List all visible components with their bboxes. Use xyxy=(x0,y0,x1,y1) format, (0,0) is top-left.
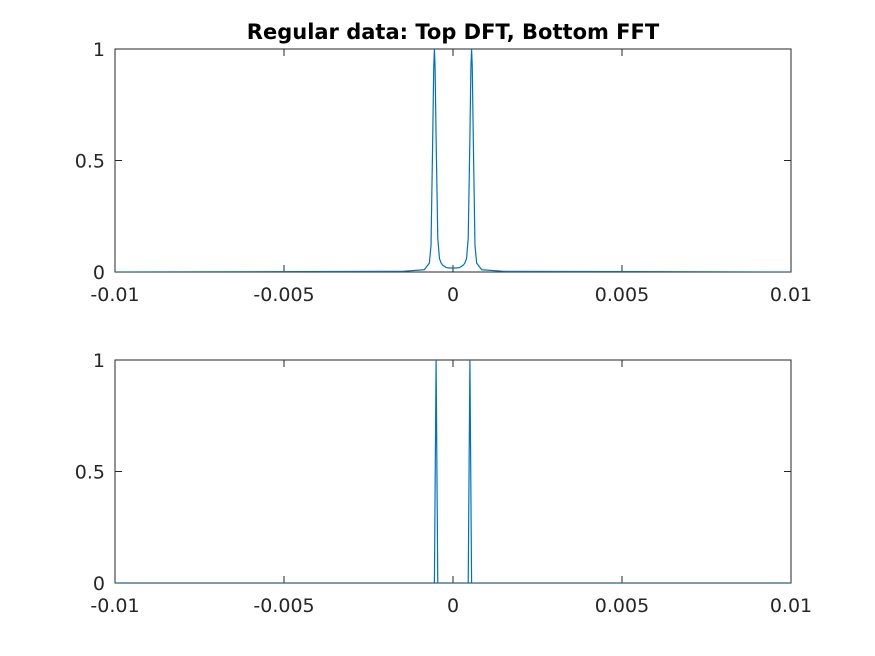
top-axes-box xyxy=(114,48,792,273)
top-y-tick-label: 1 xyxy=(93,39,105,61)
top-x-tick-label: 0 xyxy=(447,284,459,306)
bottom-x-tick-label: -0.01 xyxy=(90,595,139,617)
bottom-y-tick-label: 1 xyxy=(93,350,105,372)
top-y-tick-label: 0.5 xyxy=(75,151,105,173)
top-x-tick-label: 0.005 xyxy=(595,284,649,306)
bottom-x-tick-label: 0.005 xyxy=(595,595,649,617)
top-x-tick-label: -0.01 xyxy=(90,284,139,306)
top-series-line xyxy=(115,49,791,272)
top-x-tick-label: 0.01 xyxy=(770,284,812,306)
bottom-axes-fft: -0.01 -0.005 0 0.005 0.01 0 0.5 1 xyxy=(75,350,812,617)
bottom-series-line xyxy=(115,360,791,583)
bottom-x-tick-label: 0 xyxy=(447,595,459,617)
top-axes-dft: -0.01 -0.005 0 0.005 0.01 0 0.5 1 xyxy=(75,39,812,306)
bottom-y-tick-label: 0.5 xyxy=(75,462,105,484)
bottom-x-tick-label: 0.01 xyxy=(770,595,812,617)
top-x-tick-label: -0.005 xyxy=(253,284,314,306)
bottom-x-tick-label: -0.005 xyxy=(253,595,314,617)
bottom-y-tick-label: 0 xyxy=(93,573,105,595)
top-y-tick-label: 0 xyxy=(93,262,105,284)
chart-title: Regular data: Top DFT, Bottom FFT xyxy=(247,20,660,44)
bottom-axes-box xyxy=(114,359,792,584)
